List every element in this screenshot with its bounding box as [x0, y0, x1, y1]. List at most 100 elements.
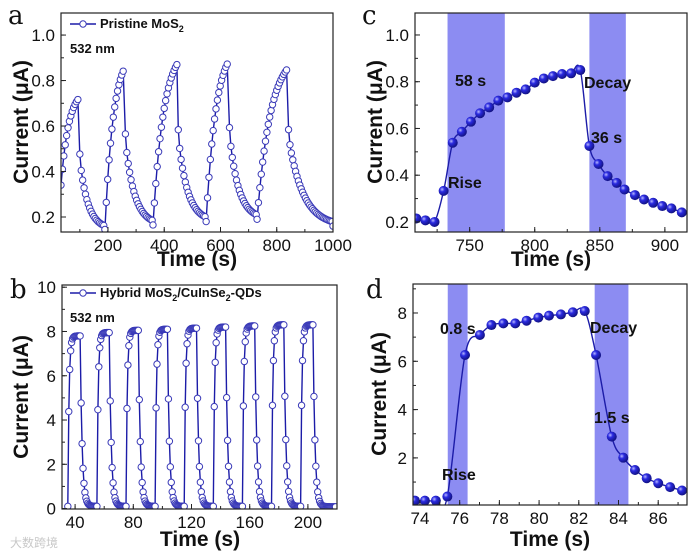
data-point	[134, 326, 143, 335]
legend-subscript: 2	[226, 293, 231, 303]
data-point	[177, 155, 185, 164]
data-point	[176, 144, 184, 153]
data-point	[567, 307, 578, 318]
data-point	[166, 463, 175, 471]
data-point	[121, 130, 130, 138]
data-point	[429, 216, 440, 227]
data-point	[119, 67, 127, 75]
data-point	[511, 87, 522, 98]
data-point	[65, 407, 73, 416]
data-point	[256, 183, 264, 192]
data-point	[419, 495, 430, 505]
data-point	[639, 194, 650, 205]
data-point	[156, 134, 164, 143]
data-point	[163, 325, 172, 333]
data-point	[267, 106, 275, 115]
annotation: 36 s	[591, 130, 622, 147]
data-point	[105, 328, 113, 337]
y-tick-label: 1.0	[31, 26, 55, 45]
legend-text: -QDs	[231, 285, 262, 300]
data-point	[108, 463, 116, 472]
data-point	[225, 123, 234, 132]
data-point	[205, 173, 213, 181]
data-point	[283, 478, 292, 486]
data-point	[61, 165, 67, 173]
legend-label: Pristine MoS2	[100, 16, 184, 34]
data-point	[447, 137, 458, 148]
panel-letter: c	[362, 1, 377, 31]
data-point	[498, 318, 509, 329]
data-point	[266, 113, 274, 121]
data-point	[108, 125, 116, 133]
data-point	[209, 502, 218, 509]
data-point	[252, 393, 260, 401]
data-point	[280, 321, 288, 329]
y-tick-label: 2	[47, 455, 56, 474]
data-point	[194, 437, 203, 445]
data-point	[281, 392, 289, 400]
data-point	[579, 306, 590, 317]
data-point	[282, 66, 291, 74]
data-point	[103, 175, 112, 184]
y-axis-title: Current (μA)	[368, 332, 391, 456]
data-point	[122, 502, 130, 509]
data-point	[210, 402, 218, 411]
plot-frame	[61, 284, 338, 510]
data-point	[61, 152, 68, 160]
data-point	[127, 176, 135, 184]
data-point	[510, 318, 521, 329]
data-point	[665, 482, 676, 493]
data-point	[602, 171, 613, 182]
data-point	[313, 478, 321, 486]
data-point	[566, 68, 577, 79]
annotation: Decay	[584, 75, 631, 92]
shaded-band	[589, 13, 626, 232]
data-point	[215, 88, 223, 97]
data-point	[666, 203, 677, 214]
data-point	[555, 309, 566, 320]
annotation: Rise	[442, 467, 476, 484]
panel-letter: b	[10, 275, 27, 305]
plot-frame	[412, 283, 688, 506]
x-tick-label: 40	[66, 513, 85, 532]
data-point	[153, 360, 161, 368]
data-point	[78, 439, 86, 448]
data-point	[154, 341, 162, 349]
x-tick-label: 1000	[314, 236, 352, 255]
y-tick-label: 0.2	[31, 208, 55, 227]
y-axis-title: Current (μA)	[10, 60, 33, 184]
data-point	[109, 479, 117, 487]
data-point	[78, 176, 87, 184]
data-point	[254, 478, 263, 486]
data-point	[331, 503, 337, 509]
y-tick-label: 0.4	[31, 163, 55, 182]
x-tick-label: 200	[294, 513, 322, 532]
legend-subscript: 2	[179, 24, 184, 34]
data-point	[538, 73, 549, 84]
data-point	[253, 462, 262, 470]
x-axis-title: Time (s)	[511, 248, 591, 271]
x-tick-label: 160	[236, 513, 264, 532]
data-point	[135, 395, 144, 404]
data-point	[657, 201, 668, 212]
data-point	[653, 478, 664, 489]
y-tick-label: 0	[47, 500, 56, 519]
data-point	[106, 397, 114, 405]
legend-marker	[79, 20, 87, 28]
data-point	[79, 464, 87, 473]
data-point	[533, 312, 544, 323]
data-point	[544, 310, 555, 321]
data-point	[157, 123, 166, 131]
data-point	[80, 479, 88, 487]
data-point	[677, 485, 687, 496]
y-tick-label: 6	[398, 352, 407, 371]
data-point	[154, 148, 163, 156]
data-point	[258, 158, 267, 166]
data-point	[286, 140, 294, 149]
data-point	[520, 84, 531, 95]
data-point	[64, 502, 72, 509]
data-point	[269, 356, 278, 365]
data-point	[124, 159, 132, 168]
legend-label: Hybrid MoS2/CuInSe2-QDs	[100, 285, 262, 303]
